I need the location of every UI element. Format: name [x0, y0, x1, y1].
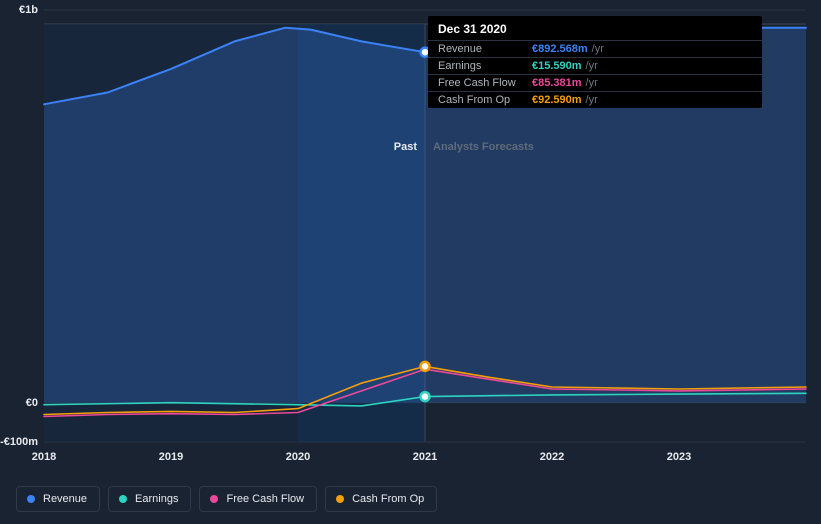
tooltip-metric-label: Cash From Op	[438, 94, 532, 106]
tooltip-row: Free Cash Flow€85.381m/yr	[428, 74, 762, 91]
legend-label: Free Cash Flow	[226, 493, 304, 505]
chart-legend: Revenue Earnings Free Cash Flow Cash From O…	[16, 486, 437, 512]
financial-chart: Past Analysts Forecasts Dec 31 2020 Reve…	[0, 0, 821, 524]
tooltip-metric-value: €85.381m	[532, 77, 582, 89]
legend-item-earnings[interactable]: Earnings	[108, 486, 191, 512]
x-axis-label: 2023	[667, 451, 691, 463]
legend-label: Cash From Op	[352, 493, 424, 505]
tooltip-metric-unit: /yr	[592, 43, 604, 55]
legend-item-cfo[interactable]: Cash From Op	[325, 486, 437, 512]
forecast-label: Analysts Forecasts	[433, 141, 534, 153]
legend-dot-icon	[336, 495, 344, 503]
tooltip-metric-value: €92.590m	[532, 94, 582, 106]
legend-dot-icon	[27, 495, 35, 503]
legend-item-revenue[interactable]: Revenue	[16, 486, 100, 512]
tooltip-metric-unit: /yr	[586, 60, 598, 72]
legend-label: Revenue	[43, 493, 87, 505]
chart-tooltip: Dec 31 2020 Revenue€892.568m/yrEarnings€…	[428, 16, 762, 108]
tooltip-metric-unit: /yr	[586, 77, 598, 89]
tooltip-metric-label: Revenue	[438, 43, 532, 55]
tooltip-metric-label: Earnings	[438, 60, 532, 72]
y-axis-label: -€100m	[0, 436, 38, 448]
tooltip-row: Earnings€15.590m/yr	[428, 57, 762, 74]
legend-item-fcf[interactable]: Free Cash Flow	[199, 486, 317, 512]
tooltip-date: Dec 31 2020	[428, 16, 762, 40]
x-axis-label: 2021	[413, 451, 437, 463]
past-label: Past	[394, 141, 417, 153]
tooltip-row: Revenue€892.568m/yr	[428, 40, 762, 57]
tooltip-metric-value: €892.568m	[532, 43, 588, 55]
legend-label: Earnings	[135, 493, 178, 505]
tooltip-rows: Revenue€892.568m/yrEarnings€15.590m/yrFr…	[428, 40, 762, 108]
x-axis-label: 2022	[540, 451, 564, 463]
tooltip-metric-value: €15.590m	[532, 60, 582, 72]
tooltip-row: Cash From Op€92.590m/yr	[428, 91, 762, 108]
tooltip-metric-unit: /yr	[586, 94, 598, 106]
x-axis-label: 2019	[159, 451, 183, 463]
legend-dot-icon	[119, 495, 127, 503]
x-axis-label: 2020	[286, 451, 310, 463]
tooltip-metric-label: Free Cash Flow	[438, 77, 532, 89]
legend-dot-icon	[210, 495, 218, 503]
x-axis-label: 2018	[32, 451, 56, 463]
y-axis-label: €0	[26, 397, 38, 409]
y-axis-label: €1b	[19, 4, 38, 16]
